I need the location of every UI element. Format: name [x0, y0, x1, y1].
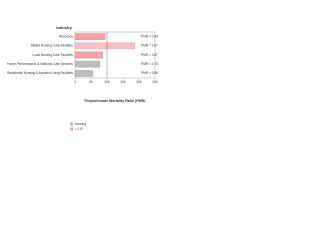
x-tick-label: 250 [152, 80, 158, 84]
x-axis-label: Proportionate Mortality Ratio (PMR) [85, 99, 147, 103]
x-tick-label: 150 [120, 80, 126, 84]
bar [74, 60, 101, 68]
legend-label: Nursing [75, 122, 86, 126]
legend-swatch [70, 127, 74, 131]
chart: Industry Proportionate Mortality Ratio (… [7, 25, 158, 131]
bar [74, 51, 103, 59]
y-tick-label: Advocacy [59, 34, 73, 38]
x-tick-label: 200 [136, 80, 142, 84]
legend-label: > 1.0* [75, 127, 84, 131]
y-tick-label: Local Nursing Care Facilities [32, 53, 73, 57]
annotation: PMR = 0.94 [141, 34, 158, 38]
annotation: PMR = 0.78 [141, 62, 158, 66]
y-tick-label: Skilled Nursing Care Facilities [31, 44, 74, 48]
x-tick-label: 0 [74, 80, 76, 84]
bar [74, 42, 135, 50]
bar [74, 33, 106, 40]
chart-title: Industry [56, 25, 73, 30]
y-tick-label: Residential Nursing & Assisted Living Fa… [7, 71, 73, 75]
legend-swatch [70, 122, 74, 126]
annotation: PMR = 0.56 [141, 71, 158, 75]
bar [74, 70, 94, 77]
x-tick-label: 50 [89, 80, 93, 84]
y-tick-label: Home Performances & National Care Servic… [7, 62, 73, 66]
annotation: PMR = 0.87 [141, 53, 158, 57]
x-tick-label: 100 [104, 80, 110, 84]
annotation: PMR = 1.87 [141, 44, 158, 48]
